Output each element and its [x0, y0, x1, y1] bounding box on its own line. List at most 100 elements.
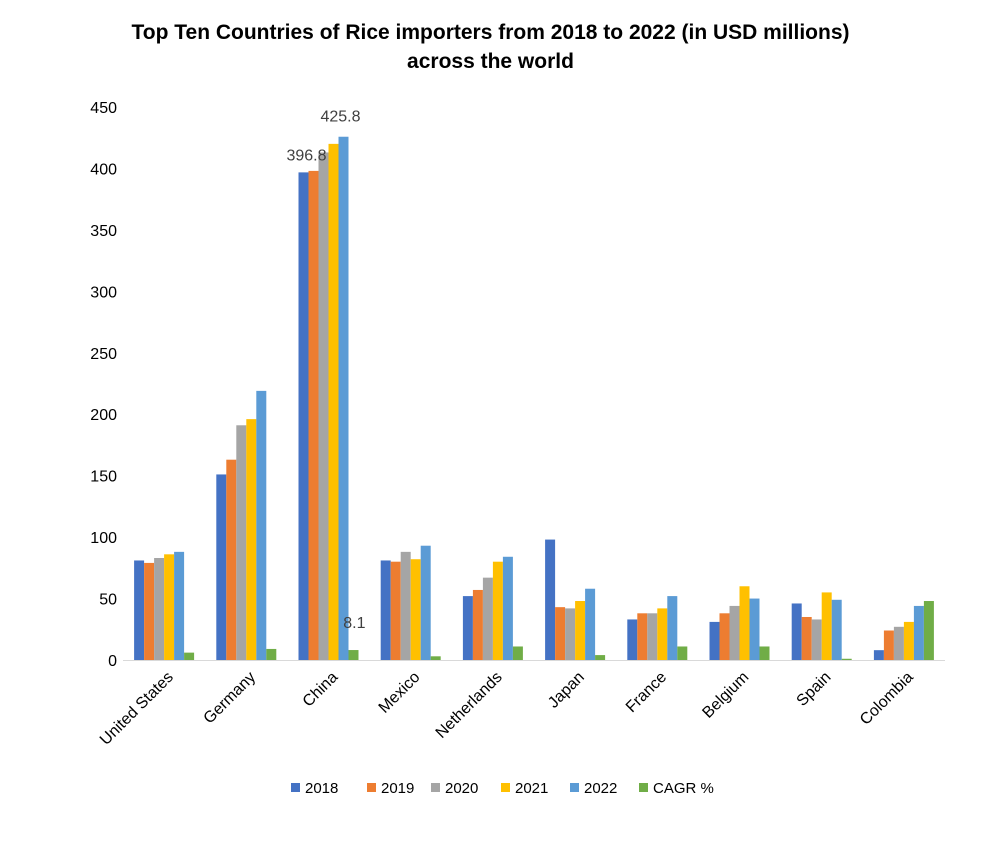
- y-tick-label: 0: [108, 653, 117, 670]
- chart-title: Top Ten Countries of Rice importers from…: [0, 18, 981, 76]
- bar-germany-2020: [236, 425, 247, 660]
- bar-belgium-2018: [709, 621, 720, 660]
- x-tick-label-mexico: Mexico: [376, 669, 424, 717]
- bar-netherlands-cagr: [512, 646, 523, 660]
- bar-united-states-2019: [144, 562, 155, 660]
- x-tick-label-japan: Japan: [545, 669, 588, 712]
- x-tick-label-belgium: Belgium: [699, 669, 752, 722]
- bar-china-2019: [308, 170, 319, 660]
- legend-label-cagr: CAGR %: [653, 780, 714, 797]
- legend-swatch-2018: [291, 783, 300, 792]
- bar-china-2020: [318, 152, 329, 661]
- bar-belgium-2021: [739, 586, 750, 660]
- data-label-china-2022: 425.8: [320, 109, 360, 126]
- bar-netherlands-2022: [502, 556, 513, 660]
- bar-japan-2022: [585, 588, 596, 660]
- y-tick-label: 350: [90, 223, 117, 240]
- bar-spain-2022: [831, 599, 842, 660]
- x-tick-label-spain: Spain: [794, 669, 835, 710]
- bar-france-2022: [667, 596, 678, 660]
- x-tick-label-netherlands: Netherlands: [433, 669, 506, 742]
- bar-mexico-2018: [380, 560, 391, 660]
- y-tick-label: 400: [90, 161, 117, 178]
- bar-japan-2021: [575, 601, 586, 660]
- y-tick-label: 150: [90, 469, 117, 486]
- bar-united-states-2020: [154, 558, 165, 660]
- bar-mexico-2019: [390, 561, 401, 660]
- legend-label-2022: 2022: [584, 780, 617, 797]
- bar-belgium-cagr: [759, 646, 770, 660]
- bar-china-2021: [328, 143, 339, 660]
- x-tick-label-germany: Germany: [201, 669, 260, 728]
- chart-title-line-2: across the world: [407, 50, 574, 73]
- x-tick-label-china: China: [300, 669, 342, 711]
- bar-spain-cagr: [841, 658, 852, 660]
- bar-germany-2018: [216, 474, 227, 660]
- bar-france-2019: [637, 613, 648, 660]
- legend-swatch-2021: [501, 783, 510, 792]
- bar-netherlands-2020: [482, 577, 493, 660]
- bar-japan-2018: [545, 539, 556, 660]
- chart-title-line-1: Top Ten Countries of Rice importers from…: [131, 21, 850, 44]
- bar-spain-2018: [791, 603, 802, 660]
- bar-mexico-cagr: [430, 656, 441, 660]
- x-tick-label-united-states: United States: [97, 669, 177, 749]
- bar-france-2021: [657, 608, 668, 660]
- legend-label-2018: 2018: [305, 780, 338, 797]
- legend-label-2020: 2020: [445, 780, 478, 797]
- bar-spain-2021: [821, 592, 832, 660]
- bar-mexico-2020: [400, 551, 411, 660]
- bar-mexico-2022: [420, 545, 431, 660]
- bar-germany-2021: [246, 419, 257, 660]
- bar-france-cagr: [677, 646, 688, 660]
- bar-netherlands-2021: [492, 561, 503, 660]
- bar-france-2018: [627, 619, 638, 660]
- bar-colombia-cagr: [923, 601, 934, 660]
- bar-china-2022: [338, 136, 349, 660]
- bar-china-cagr: [348, 650, 359, 660]
- bar-mexico-2021: [410, 559, 421, 660]
- bar-france-2020: [647, 613, 658, 660]
- y-tick-label: 200: [90, 407, 117, 424]
- bar-colombia-2022: [913, 605, 924, 660]
- bar-china-2018: [298, 172, 309, 660]
- legend-swatch-2022: [570, 783, 579, 792]
- bar-belgium-2019: [719, 613, 730, 660]
- x-tick-label-colombia: Colombia: [857, 669, 917, 729]
- legend: 2018 2019 2020 2021 2022 CAGR %: [291, 780, 714, 797]
- y-tick-label: 50: [99, 592, 117, 609]
- data-label-china-cagr: 8.1: [343, 615, 365, 632]
- y-tick-label: 300: [90, 284, 117, 301]
- bar-united-states-2021: [164, 554, 175, 660]
- bar-colombia-2021: [903, 621, 914, 660]
- bar-spain-2019: [801, 616, 812, 660]
- bar-colombia-2018: [873, 650, 884, 660]
- legend-swatch-cagr: [639, 783, 648, 792]
- bar-netherlands-2018: [462, 596, 473, 660]
- bar-united-states-cagr: [184, 652, 195, 660]
- bar-netherlands-2019: [472, 589, 483, 660]
- bar-belgium-2020: [729, 605, 740, 660]
- legend-swatch-2019: [367, 783, 376, 792]
- bar-united-states-2018: [134, 560, 145, 660]
- y-tick-label: 450: [90, 100, 117, 117]
- bar-japan-2020: [565, 608, 576, 660]
- legend-swatch-2020: [431, 783, 440, 792]
- legend-label-2021: 2021: [515, 780, 548, 797]
- bar-united-states-2022: [174, 551, 185, 660]
- x-tick-label-france: France: [623, 669, 670, 716]
- y-tick-label: 250: [90, 346, 117, 363]
- y-tick-label: 100: [90, 530, 117, 547]
- bar-japan-cagr: [595, 655, 606, 660]
- legend-label-2019: 2019: [381, 780, 414, 797]
- bar-germany-2019: [226, 459, 237, 660]
- data-label-china-2018: 396.8: [286, 147, 326, 164]
- bar-belgium-2022: [749, 598, 760, 660]
- bar-germany-cagr: [266, 648, 277, 660]
- bar-colombia-2020: [893, 626, 904, 660]
- bar-japan-2019: [555, 607, 566, 660]
- bar-colombia-2019: [883, 630, 894, 660]
- bar-germany-2022: [256, 390, 267, 660]
